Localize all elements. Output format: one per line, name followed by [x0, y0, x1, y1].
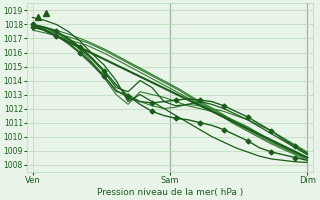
X-axis label: Pression niveau de la mer( hPa ): Pression niveau de la mer( hPa ): [97, 188, 243, 197]
